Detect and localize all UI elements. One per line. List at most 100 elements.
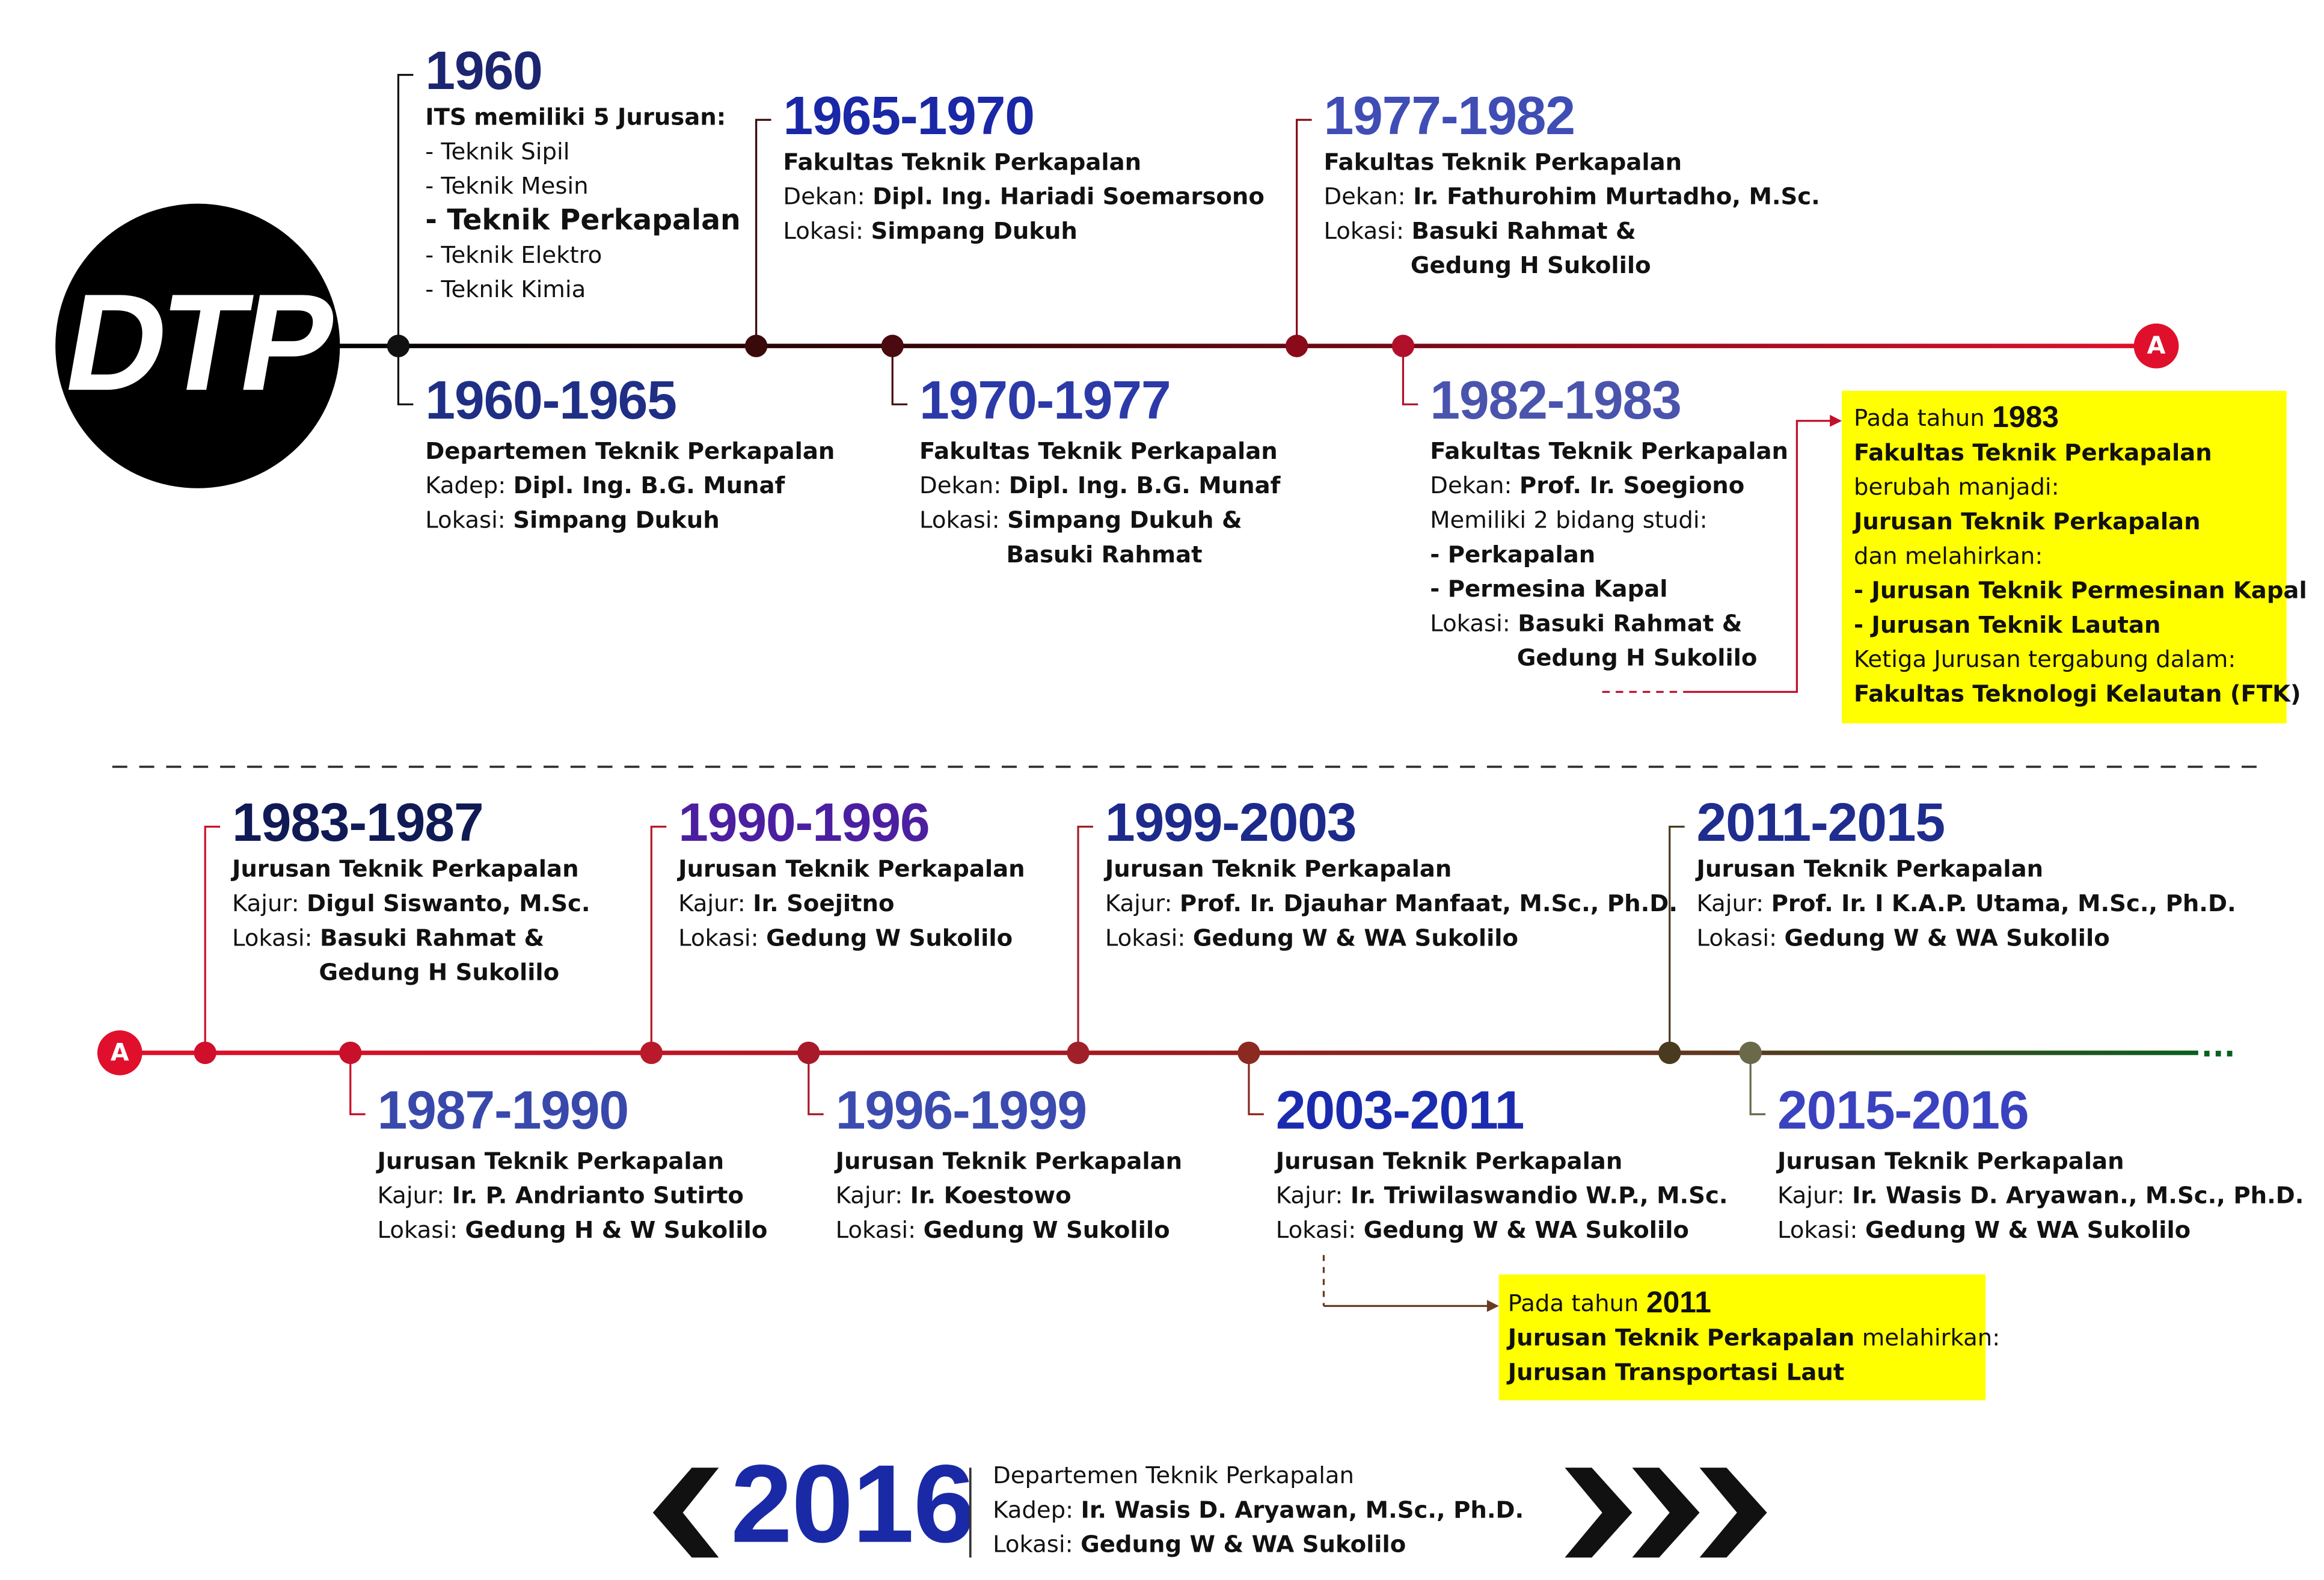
- text-line: Dekan: Prof. Ir. Soegiono: [1430, 472, 1744, 499]
- text-segment: Ir. Triwilaswandio W.P., M.Sc.: [1351, 1182, 1728, 1209]
- text-segment: Jurusan Teknik Perkapalan: [376, 1148, 725, 1175]
- text-segment: - Teknik Mesin: [425, 173, 588, 200]
- text-line: Kajur: Prof. Ir. I K.A.P. Utama, M.Sc., P…: [1697, 890, 2236, 917]
- text-line: Dekan: Dipl. Ing. B.G. Munaf: [919, 472, 1281, 499]
- note-box: [1498, 1274, 1986, 1401]
- text-segment: Memiliki 2 bidang studi:: [1430, 506, 1707, 533]
- event-dot: [1067, 1041, 1090, 1065]
- text-line: Fakultas Teknik Perkapalan: [783, 149, 1141, 176]
- connector: [349, 1053, 366, 1116]
- event-year: 1960-1965: [425, 370, 676, 430]
- event-year: 2015-2016: [1777, 1080, 2028, 1140]
- text-segment: Gedung W Sukolilo: [766, 924, 1013, 951]
- text-line: Departemen Teknik Perkapalan: [425, 437, 835, 464]
- text-segment: Fakultas Teknik Perkapalan: [1430, 437, 1788, 464]
- text-segment: Kajur:: [836, 1182, 903, 1209]
- text-segment: Gedung W & WA Sukolilo: [1193, 924, 1518, 951]
- event-year: 2003-2011: [1276, 1080, 1524, 1140]
- event-year: 1977-1982: [1323, 85, 1574, 146]
- text-line: Jurusan Teknik Perkapalan: [1103, 855, 1452, 882]
- text-segment: 1983: [1992, 400, 2059, 434]
- event-dot: [339, 1041, 362, 1065]
- event-dot: [881, 334, 904, 357]
- text-line: dan melahirkan:: [1854, 543, 2043, 570]
- text-line: Jurusan Teknik Perkapalan: [376, 1148, 725, 1175]
- text-segment: - Jurusan Teknik Lautan: [1854, 611, 2160, 638]
- event-year: 1990-1996: [678, 792, 929, 852]
- event-dot: [797, 1041, 820, 1065]
- text-line: Kajur: Ir. Triwilaswandio W.P., M.Sc.: [1276, 1182, 1728, 1209]
- event-year: 1983-1987: [232, 792, 483, 852]
- text-segment: Fakultas Teknik Perkapalan: [1854, 439, 2212, 466]
- text-line: Fakultas Teknik Perkapalan: [1323, 149, 1682, 176]
- text-segment: Departemen Teknik Perkapalan: [425, 437, 835, 464]
- ellipsis: ...: [2201, 1029, 2236, 1064]
- text-segment: Jurusan Teknik Perkapalan: [1695, 855, 2044, 882]
- text-segment: berubah manjadi:: [1854, 473, 2059, 500]
- text-segment: Basuki Rahmat &: [320, 924, 544, 951]
- text-line: - Teknik Perkapalan: [425, 204, 740, 237]
- text-line: Jurusan Teknik Perkapalan: [230, 855, 579, 882]
- connector: [1296, 118, 1312, 346]
- text-segment: Ir. Fathurohim Murtadho, M.Sc.: [1413, 183, 1820, 210]
- event-dot: [1391, 334, 1415, 357]
- text-segment: Gedung H Sukolilo: [1411, 252, 1651, 279]
- text-line: - Teknik Sipil: [425, 138, 569, 165]
- text-segment: Kajur:: [1777, 1182, 1845, 1209]
- text-line: Dekan: Ir. Fathurohim Murtadho, M.Sc.: [1323, 183, 1820, 210]
- connector-marker: [2133, 323, 2179, 369]
- event-dot: [194, 1041, 216, 1065]
- text-segment: Gedung H Sukolilo: [1517, 644, 1758, 671]
- text-segment: - Teknik Elektro: [425, 241, 602, 268]
- text-line: - Teknik Mesin: [425, 173, 588, 200]
- text-segment: Simpang Dukuh: [871, 217, 1077, 244]
- text-line: Basuki Rahmat: [1007, 541, 1203, 568]
- text-line: Jurusan Transportasi Laut: [1506, 1359, 1845, 1386]
- event-dot: [1739, 1041, 1762, 1065]
- text-segment: Jurusan Teknik Perkapalan: [230, 855, 579, 882]
- text-line: Lokasi: Basuki Rahmat &: [1430, 610, 1742, 637]
- text-segment: Dekan:: [919, 472, 1001, 499]
- text-line: Jurusan Teknik Perkapalan: [1274, 1148, 1623, 1175]
- text-segment: - Perkapalan: [1430, 541, 1595, 568]
- event-year: 1965-1970: [783, 85, 1034, 146]
- event-year: 1999-2003: [1105, 792, 1356, 852]
- connector: [1077, 825, 1093, 1053]
- event-dot: [1658, 1041, 1681, 1065]
- text-segment: Fakultas Teknik Perkapalan: [783, 149, 1141, 176]
- text-line: - Perkapalan: [1430, 541, 1595, 568]
- note-box: [1842, 390, 2287, 724]
- text-segment: Prof. Ir. Djauhar Manfaat, M.Sc., Ph.D.: [1180, 890, 1678, 917]
- event-dot: [1285, 334, 1308, 357]
- current-year: 2016: [731, 1442, 974, 1566]
- text-line: Kajur: Prof. Ir. Djauhar Manfaat, M.Sc., …: [1105, 890, 1678, 917]
- text-segment: Gedung W & WA Sukolilo: [1865, 1216, 2191, 1243]
- text-line: Lokasi: Gedung W Sukolilo: [678, 924, 1013, 951]
- text-line: Ketiga Jurusan tergabung dalam:: [1854, 646, 2236, 673]
- text-segment: Jurusan Teknik Perkapalan: [676, 855, 1025, 882]
- event-year: 1987-1990: [378, 1080, 628, 1140]
- text-segment: Pada tahun: [1508, 1290, 1639, 1317]
- text-segment: Basuki Rahmat: [1007, 541, 1203, 568]
- text-segment: Ketiga Jurusan tergabung dalam:: [1854, 646, 2236, 673]
- text-line: Kajur: Ir. Koestowo: [836, 1182, 1072, 1209]
- text-line: Kajur: Digul Siswanto, M.Sc.: [232, 890, 590, 917]
- text-segment: Kajur:: [1105, 890, 1173, 917]
- text-line: Memiliki 2 bidang studi:: [1430, 506, 1707, 533]
- text-segment: Gedung W & WA Sukolilo: [1364, 1216, 1689, 1243]
- connector: [1248, 1053, 1264, 1116]
- text-segment: Jurusan Teknik Perkapalan: [1103, 855, 1452, 882]
- text-segment: Kajur:: [378, 1182, 445, 1209]
- text-line: Jurusan Teknik Perkapalan: [1695, 855, 2044, 882]
- logo: DTP: [54, 265, 343, 419]
- text-segment: Kajur:: [1276, 1182, 1343, 1209]
- text-line: Lokasi: Gedung W & WA Sukolilo: [1777, 1216, 2191, 1243]
- text-line: Jurusan Teknik Perkapalan: [1852, 508, 2201, 535]
- text-line: Fakultas Teknik Perkapalan: [1854, 439, 2212, 466]
- text-segment: Dipl. Ing. B.G. Munaf: [514, 472, 786, 499]
- connector: [397, 346, 414, 405]
- text-segment: Lokasi:: [836, 1216, 916, 1243]
- chevron-right: [1565, 1468, 1767, 1558]
- connector: [755, 118, 771, 346]
